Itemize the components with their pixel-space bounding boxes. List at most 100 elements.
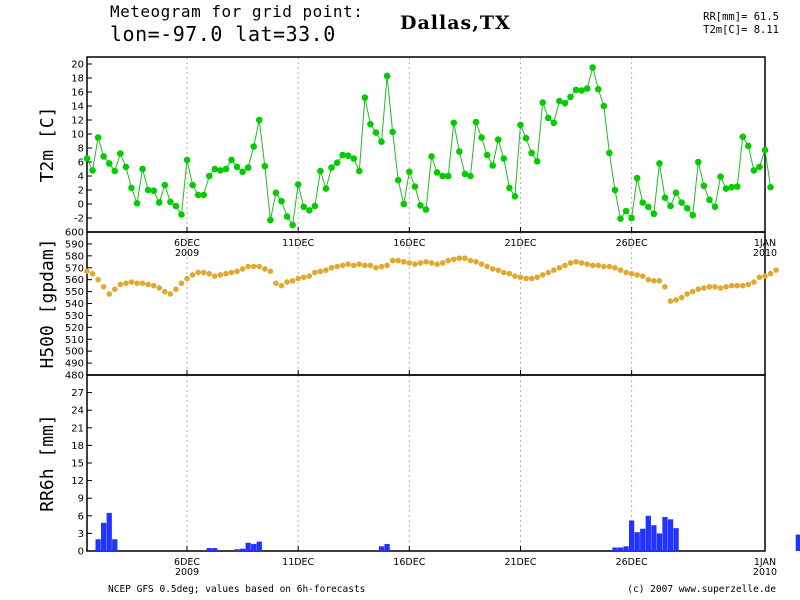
t2m-point — [511, 193, 519, 200]
t2m-point — [767, 183, 774, 191]
t2m-point — [228, 156, 235, 164]
t2m-point — [522, 134, 530, 142]
h500-point — [512, 273, 518, 279]
t2m-point — [528, 149, 535, 157]
y-tick-label: 8 — [78, 144, 84, 155]
h500-point — [489, 266, 496, 272]
t2m-series-line — [86, 65, 772, 227]
t2m-point — [167, 198, 174, 206]
h500-point — [639, 273, 646, 279]
rr6h-bar — [251, 543, 257, 551]
h500-point — [206, 270, 213, 277]
t2m-point — [394, 176, 402, 184]
h500-point — [473, 258, 479, 265]
city-name: Dallas,TX — [400, 12, 511, 34]
h500-point — [645, 276, 652, 283]
h500-point — [551, 267, 557, 273]
x-tick-label: 16DEC — [393, 557, 425, 568]
y-tick-label: 570 — [65, 263, 84, 274]
h500-point — [256, 263, 263, 270]
t2m-point — [622, 207, 630, 215]
h500-point — [756, 274, 763, 281]
t2m-point — [300, 203, 308, 211]
y-tick-label: 590 — [65, 239, 84, 250]
h500-point — [523, 275, 529, 282]
t2m-point — [283, 213, 291, 220]
t2m-point — [639, 199, 647, 206]
t2m-point — [344, 152, 352, 159]
h500-point — [100, 284, 107, 290]
y-tick-label: 14 — [71, 102, 84, 113]
t2m-point — [400, 200, 408, 208]
rr6h-bar — [795, 534, 800, 551]
t2m-point — [272, 189, 280, 197]
rr6h-bar — [623, 546, 629, 551]
t2m-point — [222, 165, 230, 173]
h500-point — [734, 282, 741, 289]
rr6h-bar — [256, 541, 262, 551]
h500-point — [250, 263, 257, 270]
h500-point — [584, 261, 590, 267]
h500-point — [562, 262, 568, 269]
h500-point — [728, 282, 735, 289]
t2m-point — [578, 87, 585, 94]
rr-total-stat: RR[mm]= 61.5 — [703, 11, 779, 23]
h500-point — [606, 263, 613, 270]
h500-point — [501, 269, 507, 276]
h500-point — [328, 264, 335, 271]
y-tick-label: 27 — [71, 388, 84, 399]
x-tick-sublabel: 2009 — [175, 567, 199, 578]
t2m-point — [128, 184, 135, 192]
h500-point — [267, 268, 274, 275]
h500-point — [128, 279, 135, 285]
y-tick-label: 0 — [78, 547, 84, 558]
t2m-point — [644, 203, 652, 211]
t2m-point — [633, 174, 641, 182]
t2m-point — [750, 167, 758, 174]
t2m-point — [711, 203, 719, 211]
t2m-point — [533, 158, 541, 165]
t2m-point — [278, 197, 285, 205]
x-tick-label: 1JAN — [754, 557, 776, 568]
coordinates-title: lon=-97.0 lat=33.0 — [110, 22, 336, 46]
h500-point — [373, 264, 379, 271]
y-tick-label: 12 — [71, 116, 84, 127]
footer-copyright: (c) 2007 www.superzelle.de — [627, 584, 776, 595]
t2m-point — [589, 64, 597, 71]
h500-point — [178, 280, 185, 287]
t2m-point — [367, 120, 374, 128]
h500-point — [434, 261, 440, 267]
t2m-point — [122, 163, 130, 171]
rr6h-bar — [617, 547, 624, 551]
y-tick-label: 18 — [71, 74, 84, 85]
t2m-point — [139, 165, 146, 173]
rr6h-bar — [634, 532, 640, 551]
rr6h-bar — [673, 528, 679, 551]
h500-point — [706, 284, 713, 290]
h500-point — [423, 258, 429, 265]
y-tick-label: -2 — [74, 214, 84, 225]
h500-point — [751, 279, 757, 285]
t2m-point — [494, 136, 502, 143]
h500-point — [139, 280, 146, 287]
t2m-point — [567, 93, 574, 101]
t2m-point — [189, 181, 196, 189]
t2m-point — [539, 99, 547, 106]
t2m-point — [617, 215, 624, 222]
y-axis-label: T2m [C] — [37, 107, 58, 183]
h500-point — [634, 272, 640, 278]
t2m-point — [267, 216, 274, 224]
h500-point — [400, 258, 407, 265]
rr6h-bar — [628, 520, 635, 551]
t2m-point — [411, 183, 419, 190]
t2m-point — [289, 221, 296, 229]
y-tick-label: 21 — [71, 423, 84, 434]
h500-point — [745, 281, 752, 288]
h500-point — [762, 273, 768, 279]
h500-point — [234, 268, 240, 275]
y-tick-label: 15 — [71, 459, 84, 470]
h500-point — [350, 262, 357, 269]
y-tick-label: 550 — [65, 287, 84, 298]
t2m-point — [695, 158, 702, 166]
y-tick-label: 6 — [78, 158, 84, 169]
